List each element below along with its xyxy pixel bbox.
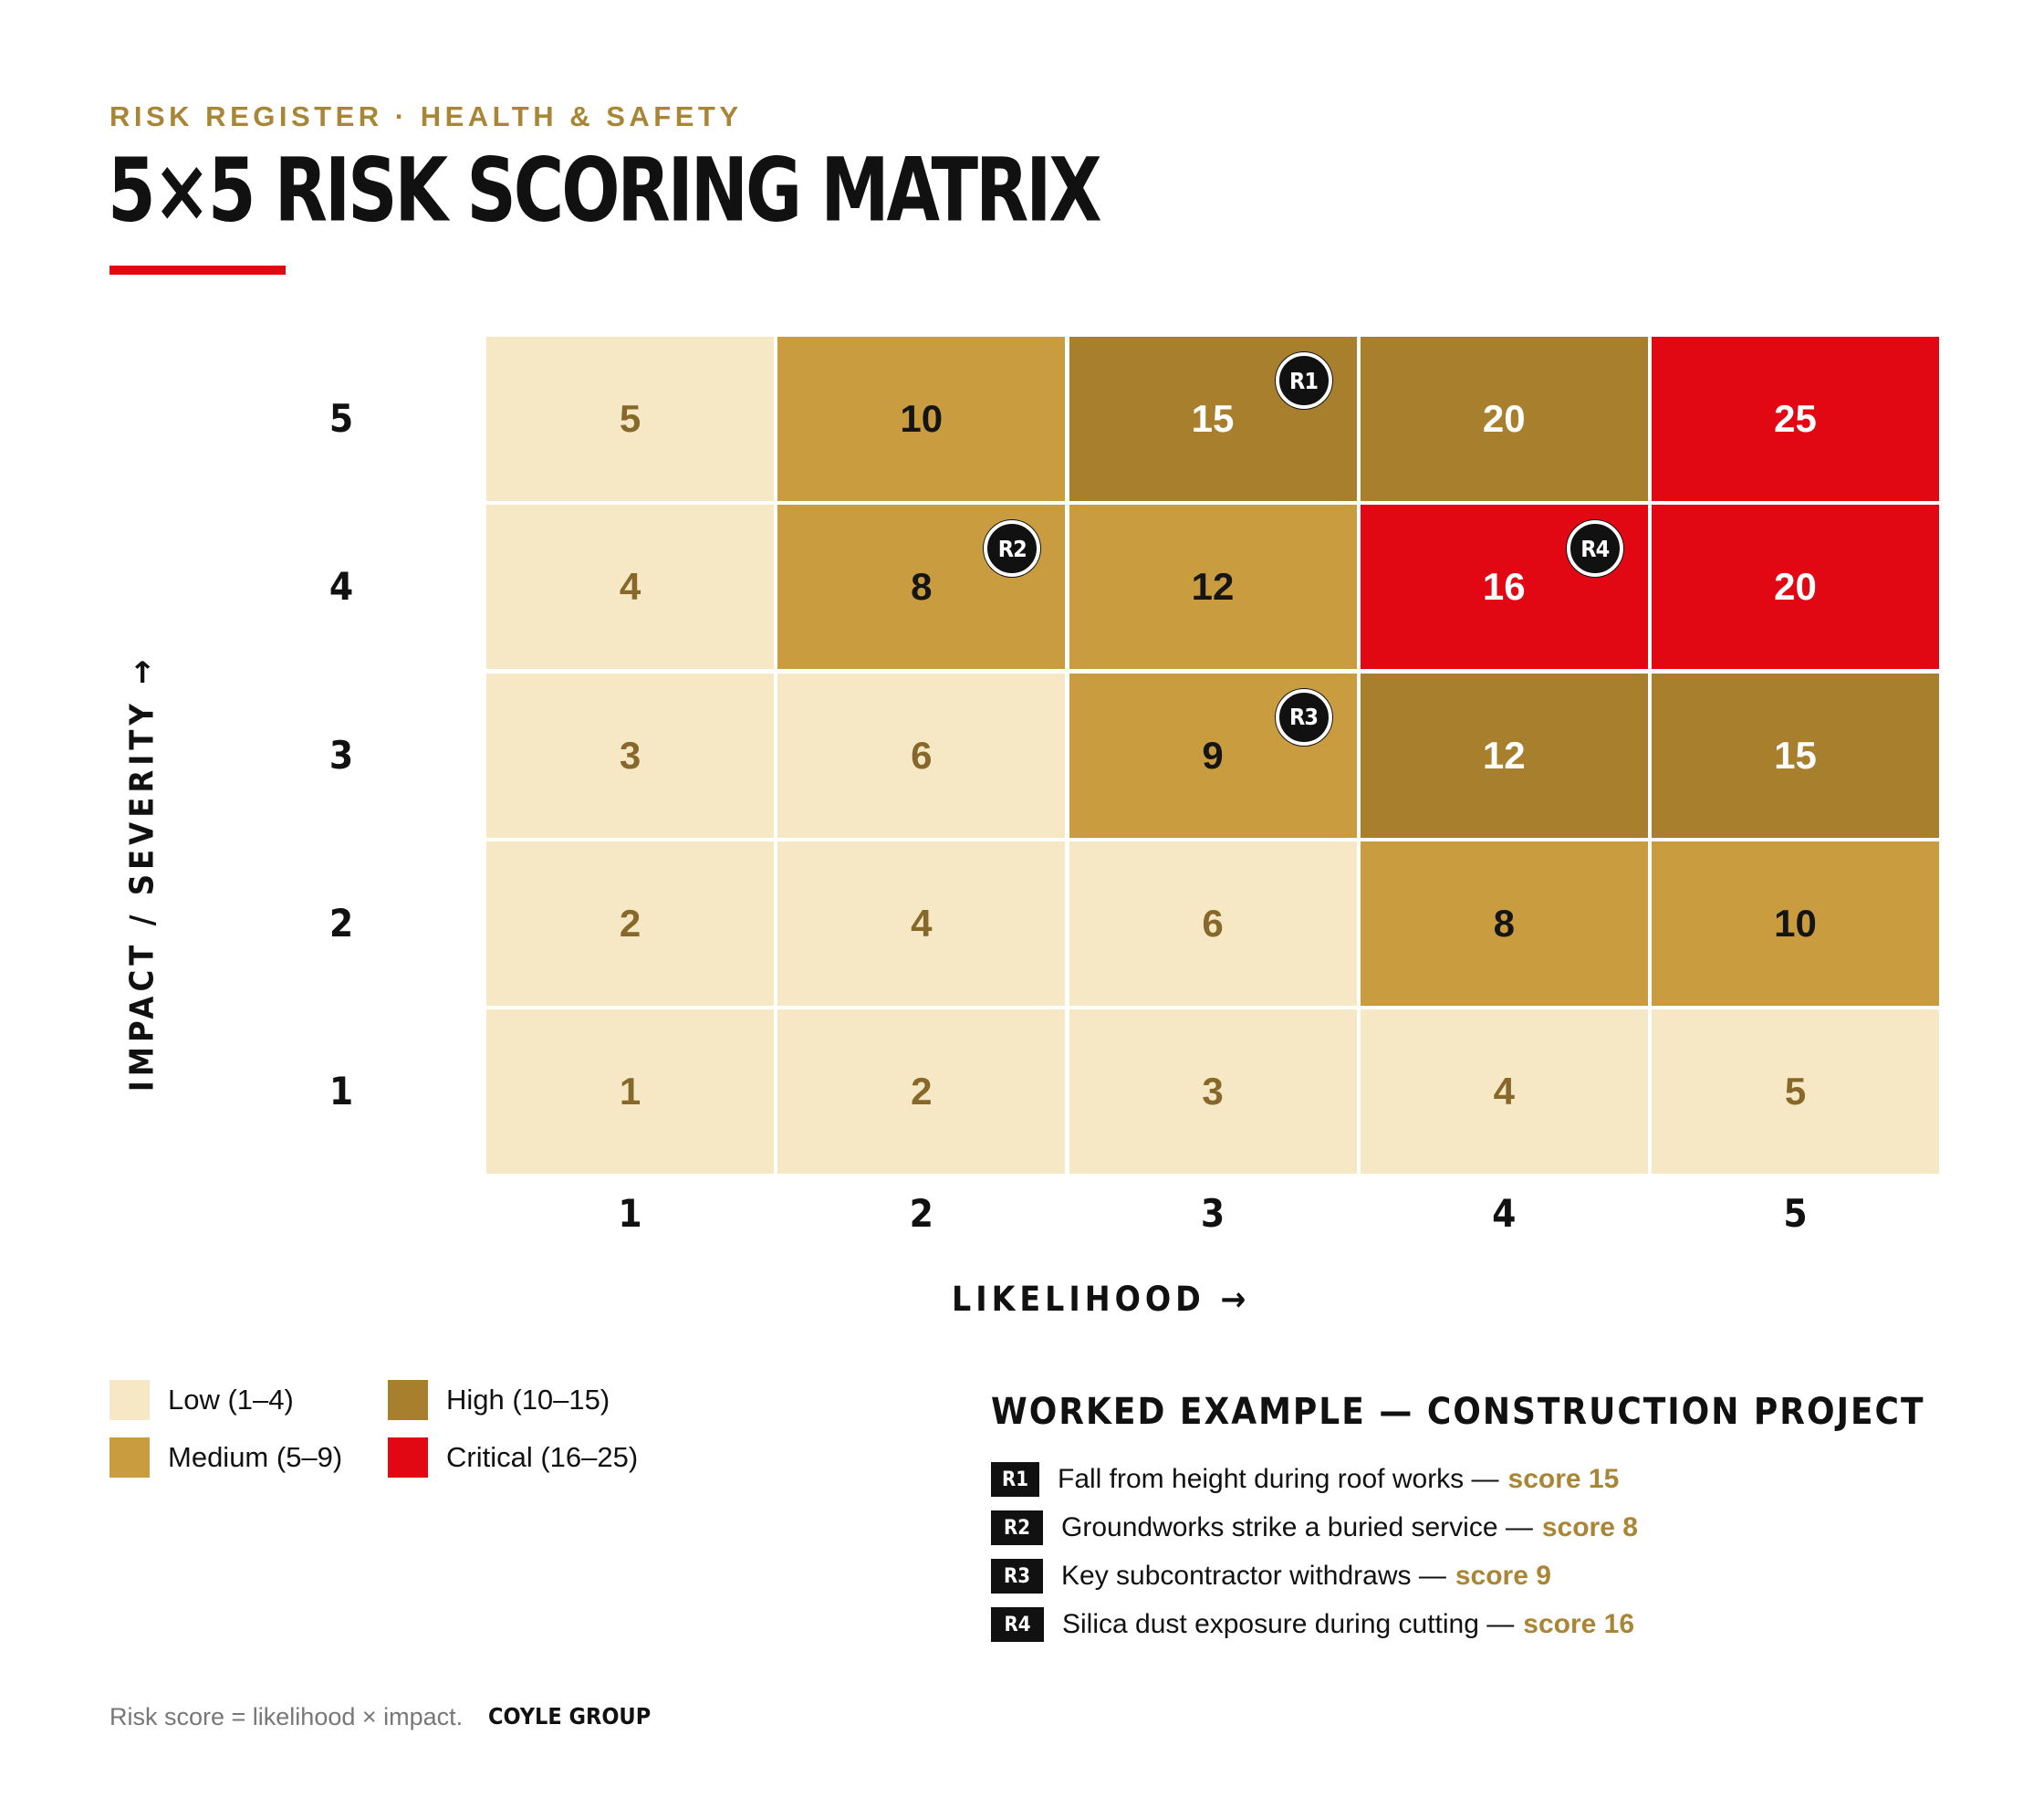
risk-marker-r4: R4 <box>1566 520 1623 578</box>
example-score: score 15 <box>1507 1464 1620 1494</box>
risk-matrix: 5 10 15 20 25 4 8 12 16 20 3 6 9 12 15 2 4 6 8 10 1 2 3 4 5 R1 R2 R… <box>486 337 1939 1177</box>
matrix-cell: 25 <box>1652 337 1939 501</box>
matrix-cell: 12 <box>1069 505 1357 670</box>
risk-marker-r1: R1 <box>1275 352 1332 409</box>
risk-id-badge: R2 <box>991 1510 1043 1545</box>
risk-marker-r2: R2 <box>984 520 1041 578</box>
page-title: 5×5 RISK SCORING MATRIX <box>108 138 1102 242</box>
example-title: WORKED EXAMPLE — CONSTRUCTION PROJECT <box>991 1391 1925 1433</box>
brand-logo: COYLE GROUP <box>488 1703 652 1730</box>
legend-label: Medium (5–9) <box>168 1441 343 1473</box>
example-description: Silica dust exposure during cutting — <box>1062 1609 1515 1639</box>
example-item: R4 Silica dust exposure during cutting — s… <box>991 1606 1634 1643</box>
legend-item-medium: Medium (5–9) <box>110 1437 342 1478</box>
example-item: R3 Key subcontractor withdraws — score 9 <box>991 1558 1551 1594</box>
matrix-cell: 2 <box>777 1009 1066 1174</box>
example-item: R1 Fall from height during roof works — sc… <box>991 1461 1619 1498</box>
legend-label: High (10–15) <box>446 1384 610 1416</box>
risk-id-badge: R3 <box>991 1559 1043 1594</box>
legend-label: Critical (16–25) <box>446 1441 639 1473</box>
matrix-cell: 6 <box>777 673 1066 838</box>
matrix-cell: 10 <box>1652 841 1939 1006</box>
matrix-cell: 1 <box>486 1009 774 1174</box>
example-score: score 9 <box>1455 1561 1551 1591</box>
matrix-cell: 20 <box>1360 337 1648 501</box>
eyebrow: RISK REGISTER · HEALTH & SAFETY <box>110 100 743 132</box>
example-score: score 16 <box>1523 1609 1635 1639</box>
legend-swatch <box>388 1380 428 1420</box>
matrix-cell: 4 <box>777 841 1066 1006</box>
matrix-cell: 6 <box>1069 841 1357 1006</box>
legend-item-high: High (10–15) <box>388 1380 610 1420</box>
legend-item-critical: Critical (16–25) <box>388 1437 638 1478</box>
footnote: Risk score = likelihood × impact. <box>110 1703 464 1730</box>
legend-swatch <box>110 1380 150 1420</box>
title-underline <box>110 266 286 275</box>
matrix-cell: 10 <box>777 337 1066 501</box>
legend-swatch <box>110 1437 150 1478</box>
matrix-cell: 3 <box>486 673 774 838</box>
matrix-cell: 5 <box>1652 1009 1939 1174</box>
example-description: Groundworks strike a buried service — <box>1061 1512 1533 1542</box>
risk-id-badge: R4 <box>991 1607 1044 1642</box>
legend-item-low: Low (1–4) <box>110 1380 294 1420</box>
matrix-cell: 3 <box>1069 1009 1357 1174</box>
legend-swatch <box>388 1437 428 1478</box>
y-tick-label: 3 <box>328 732 354 778</box>
matrix-cell: 5 <box>486 337 774 501</box>
example-score: score 8 <box>1541 1512 1638 1542</box>
x-tick-label: 4 <box>1492 1191 1517 1236</box>
y-tick-label: 2 <box>328 900 354 946</box>
example-item: R2 Groundworks strike a buried service — s… <box>991 1510 1638 1546</box>
matrix-cell: 4 <box>486 505 774 670</box>
matrix-cell: 8 <box>1360 841 1648 1006</box>
example-description: Fall from height during roof works — <box>1058 1464 1499 1494</box>
y-tick-label: 4 <box>328 564 354 610</box>
legend-label: Low (1–4) <box>168 1384 294 1416</box>
y-tick-label: 5 <box>328 396 354 441</box>
risk-id-badge: R1 <box>991 1462 1039 1497</box>
matrix-cell: 12 <box>1360 673 1648 838</box>
x-axis-label: LIKELIHOOD → <box>952 1280 1251 1319</box>
matrix-cell: 15 <box>1652 673 1939 838</box>
matrix-cell: 2 <box>486 841 774 1006</box>
matrix-cell: 4 <box>1360 1009 1648 1174</box>
matrix-cell: 20 <box>1652 505 1939 670</box>
x-tick-label: 1 <box>618 1191 642 1236</box>
example-description: Key subcontractor withdraws — <box>1061 1561 1446 1591</box>
risk-marker-r3: R3 <box>1275 688 1332 746</box>
y-axis-label: IMPACT / SEVERITY → <box>123 654 162 1092</box>
x-tick-label: 5 <box>1783 1191 1808 1236</box>
x-tick-label: 2 <box>909 1191 933 1236</box>
y-tick-label: 1 <box>328 1069 354 1113</box>
x-tick-label: 3 <box>1200 1191 1225 1236</box>
